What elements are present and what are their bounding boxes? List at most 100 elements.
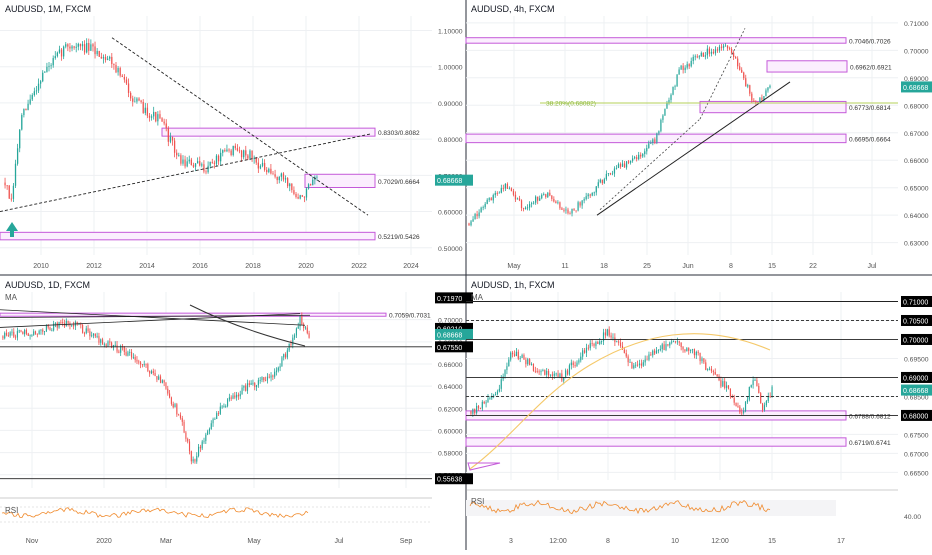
ma-line xyxy=(189,304,306,347)
candle-body xyxy=(19,129,21,149)
candle-body xyxy=(39,81,42,84)
zone-box xyxy=(304,173,376,189)
candle-body xyxy=(276,176,278,181)
candle-body xyxy=(733,397,735,403)
candle-body xyxy=(508,359,510,367)
candle-body xyxy=(145,364,147,365)
candle-body xyxy=(536,371,538,372)
candle-body xyxy=(81,44,84,47)
panel-daily[interactable]: 0.7059/0.70310.700000.680000.660000.6400… xyxy=(0,292,473,545)
price-tag-label: 0.71000 xyxy=(903,299,928,306)
candle-body xyxy=(106,58,109,60)
candle-body xyxy=(284,354,287,358)
price-tag xyxy=(435,341,473,353)
zone-box xyxy=(465,437,847,447)
candle-body xyxy=(228,397,230,400)
candle-body xyxy=(212,419,214,424)
panel-h4[interactable]: 0.7046/0.7026 0.6962/0.6921 0.6773/0.6814 0… xyxy=(465,16,932,270)
candle-body xyxy=(286,178,289,187)
candle-body xyxy=(468,223,470,226)
candle-body xyxy=(678,341,680,343)
candle-body xyxy=(767,396,769,401)
candle-body xyxy=(201,441,203,449)
candle-body xyxy=(735,57,737,59)
x-tick-label: 12:00 xyxy=(711,538,729,545)
candle-body xyxy=(642,362,644,366)
price-tag xyxy=(901,409,932,421)
candle-body xyxy=(158,376,160,380)
candle-body xyxy=(181,418,183,422)
candle-body xyxy=(763,96,765,100)
candle-body xyxy=(270,168,272,174)
candle-body xyxy=(580,356,582,361)
y-tick-label: 0.64000 xyxy=(438,384,463,391)
candle-body xyxy=(301,195,303,197)
x-tick-label: 2020 xyxy=(298,263,314,270)
candle-body xyxy=(243,150,245,158)
panel-h1[interactable]: 0.6788/0.6812 0.6719/0.6741 0.71000 0.70500… xyxy=(465,292,932,545)
candle-body xyxy=(572,362,574,365)
candle-body xyxy=(51,330,53,332)
price-tag-label: 0.55638 xyxy=(437,477,462,484)
candle-body xyxy=(44,331,46,332)
candle-body xyxy=(518,198,521,201)
candle-body xyxy=(25,330,28,334)
candle-body xyxy=(71,324,73,326)
candle-body xyxy=(92,44,94,47)
y-tick-label: 0.67000 xyxy=(904,451,929,458)
x-tick-label: 8 xyxy=(729,263,733,270)
candle-body xyxy=(682,347,684,350)
candle-body xyxy=(756,380,758,386)
candle-body xyxy=(89,331,91,337)
candle-body xyxy=(83,332,85,334)
candle-body xyxy=(761,403,764,411)
candle-body xyxy=(249,150,251,159)
candle-body xyxy=(494,192,496,196)
candle-body xyxy=(767,87,769,91)
candle-body xyxy=(125,79,128,84)
candle-body xyxy=(8,185,10,199)
candle-body xyxy=(156,376,158,380)
candle-body xyxy=(718,376,720,381)
zone-label: 0.7059/0.7031 xyxy=(389,313,431,320)
candle-body xyxy=(714,371,716,375)
candle-body xyxy=(655,350,658,354)
candle-body xyxy=(722,381,724,387)
candle-body xyxy=(69,46,71,49)
candle-body xyxy=(644,359,646,363)
candle-body xyxy=(530,364,533,365)
candle-body xyxy=(278,176,280,181)
candle-body xyxy=(307,184,310,189)
candle-body xyxy=(299,195,301,199)
candle-body xyxy=(575,210,577,212)
candle-body xyxy=(498,388,500,392)
x-tick-label: 2020 xyxy=(96,538,112,545)
panel-monthly[interactable]: 0.8303/0.8082 0.7029/0.6664 0.5219/0.5426 1… xyxy=(0,16,473,270)
candle-body xyxy=(103,344,105,346)
candle-body xyxy=(686,348,688,352)
candle-body xyxy=(474,408,476,414)
candle-body xyxy=(270,375,272,378)
candle-body xyxy=(735,402,737,407)
candle-body xyxy=(257,162,259,169)
candle-body xyxy=(60,322,62,323)
candle-body xyxy=(682,65,684,71)
candle-body xyxy=(214,418,216,420)
x-tick-label: 2010 xyxy=(33,263,49,270)
candle-body xyxy=(484,203,486,208)
y-tick-label: 0.70000 xyxy=(904,48,929,55)
candle-body xyxy=(98,50,100,57)
candle-body xyxy=(745,78,747,87)
y-tick-label: 0.68000 xyxy=(904,103,929,110)
candle-body xyxy=(656,133,658,143)
candle-body xyxy=(50,65,52,67)
candle-body xyxy=(700,52,702,57)
candle-body xyxy=(470,221,472,226)
candle-body xyxy=(29,335,31,336)
candle-body xyxy=(699,352,701,362)
candle-body xyxy=(637,364,639,366)
candle-body xyxy=(10,198,12,200)
candle-body xyxy=(487,398,489,403)
candle-body xyxy=(712,51,715,54)
candle-body xyxy=(632,158,634,161)
